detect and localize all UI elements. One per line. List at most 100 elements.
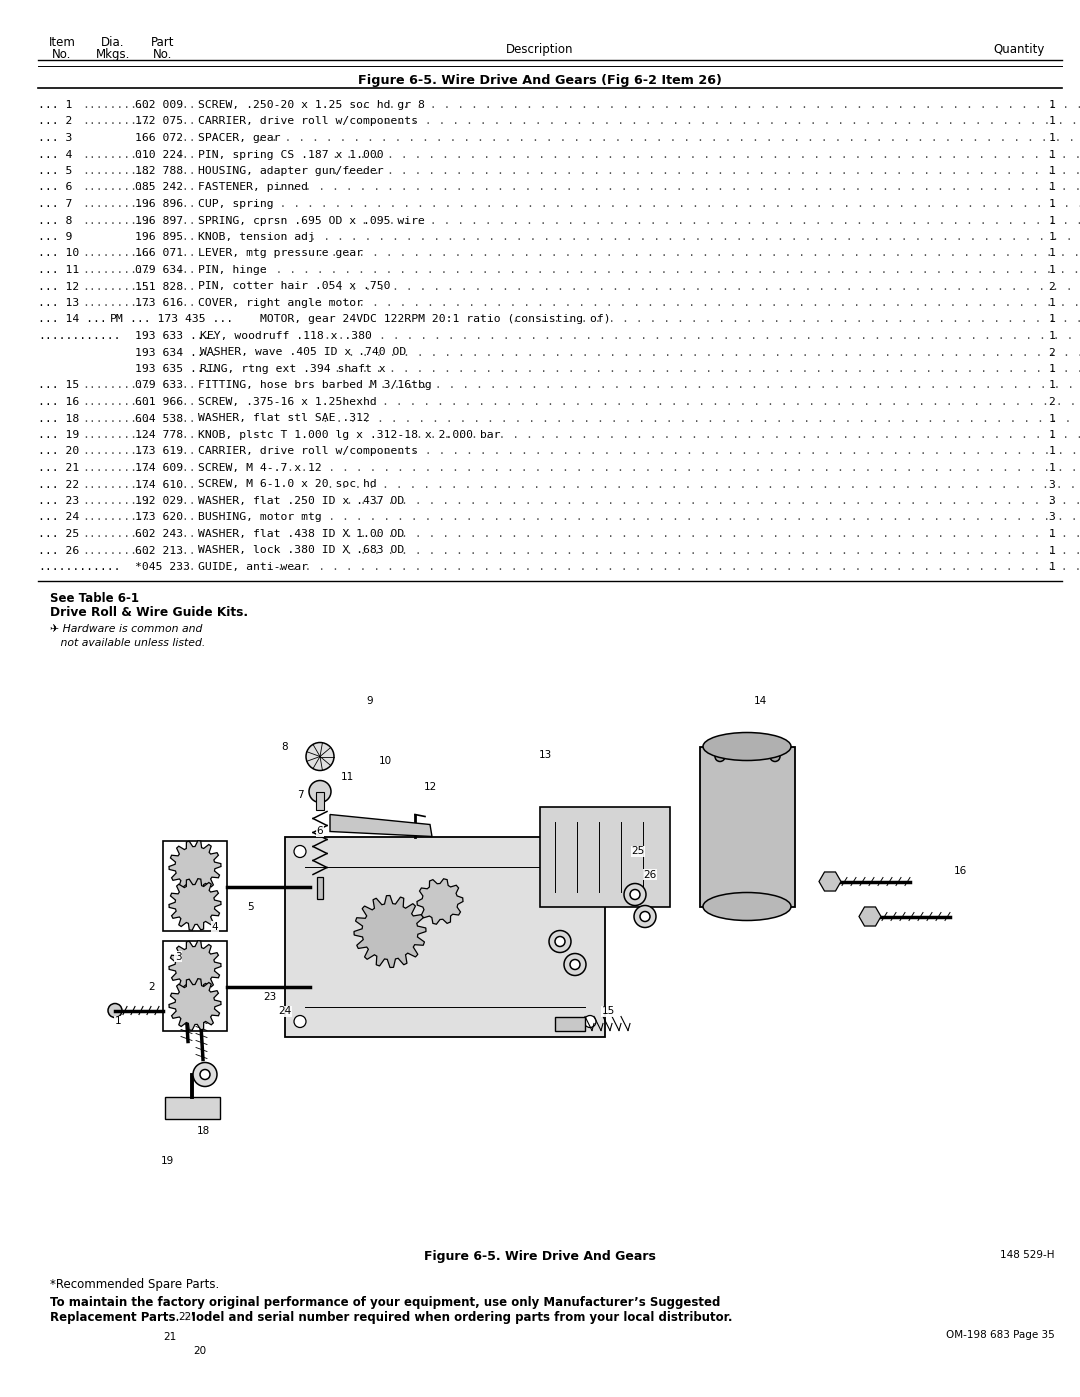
Text: ... 25: ... 25 [38,529,79,539]
Text: 6: 6 [316,827,323,837]
Text: . . . . . . . . . . . . . . . . . . . . . . . . . . . . . . . . . . . . . . . . : . . . . . . . . . . . . . . . . . . . . … [327,397,1080,407]
Text: ... 16: ... 16 [38,397,79,407]
Text: ... 26: ... 26 [38,545,79,556]
Text: PIN, cotter hair .054 x .750: PIN, cotter hair .054 x .750 [198,282,391,292]
Text: To maintain the factory original performance of your equipment, use only Manufac: To maintain the factory original perform… [50,1296,720,1309]
Text: 1: 1 [114,1017,121,1027]
Text: ...: ... [175,133,195,142]
Text: Item: Item [49,36,76,49]
Text: not available unless listed.: not available unless listed. [50,637,205,647]
Text: GUIDE, anti-wear: GUIDE, anti-wear [198,562,308,571]
Text: FITTING, hose brs barbed M 3/16tbg: FITTING, hose brs barbed M 3/16tbg [198,380,432,391]
Text: 1: 1 [1048,529,1055,539]
Text: 1: 1 [1048,198,1055,210]
Bar [318,876,323,898]
Text: . . . . . . . . . . . . . . . . . . . . . . . . . . . . . . . . . . . . . . . . : . . . . . . . . . . . . . . . . . . . . … [278,562,1080,571]
Text: 2: 2 [1048,282,1055,292]
Text: . . . . . . . . . . . . . . . . . . . . . . . . . . . . . . . . . . . . . . . . : . . . . . . . . . . . . . . . . . . . . … [287,513,1080,522]
Polygon shape [168,841,221,893]
Text: 173 616: 173 616 [135,298,184,307]
Text: . . . . . . . . . . . . . . . . . . . . . . . . . . . . . . . . . . . . . . . . : . . . . . . . . . . . . . . . . . . . . … [512,314,1080,324]
Text: 602 213: 602 213 [135,545,184,556]
Text: Quantity: Quantity [994,43,1045,56]
Text: 1: 1 [1048,314,1055,324]
Text: ... 9: ... 9 [38,232,72,242]
Bar [163,940,227,1031]
Text: . . . . . . . . . . . . . . . . . . . . . . . . . . . . . . . . . . . . . . . . : . . . . . . . . . . . . . . . . . . . . … [356,447,1080,457]
Text: 1: 1 [1048,232,1055,242]
Text: ..........: .......... [82,496,151,506]
Text: 173 619: 173 619 [135,447,184,457]
Text: ...: ... [175,496,195,506]
Text: ..........: .......... [82,397,151,407]
Text: 151 828: 151 828 [135,282,184,292]
Text: 1: 1 [1048,133,1055,142]
Text: SCREW, .250-20 x 1.25 soc hd gr 8: SCREW, .250-20 x 1.25 soc hd gr 8 [198,101,424,110]
Text: ..........: .......... [82,380,151,391]
Polygon shape [168,940,221,992]
Ellipse shape [703,893,791,921]
Circle shape [630,890,640,900]
Text: 1: 1 [1048,331,1055,341]
Text: ..........: .......... [82,215,151,225]
Text: 192 029: 192 029 [135,496,184,506]
Text: SCREW, .375-16 x 1.25hexhd: SCREW, .375-16 x 1.25hexhd [198,397,377,407]
Text: 4: 4 [212,922,218,932]
Text: 124 778: 124 778 [135,430,184,440]
Bar [700,746,795,907]
Circle shape [570,960,580,970]
Text: PM: PM [110,314,124,324]
Text: *045 233: *045 233 [135,562,190,571]
Text: 1: 1 [1048,380,1055,391]
Text: 174 609: 174 609 [135,462,184,474]
Text: 1: 1 [1048,462,1055,474]
Text: HOUSING, adapter gun/feeder: HOUSING, adapter gun/feeder [198,166,383,176]
Text: 604 538: 604 538 [135,414,184,423]
Text: KNOB, plstc T 1.000 lg x .312-18 x 2.000 bar: KNOB, plstc T 1.000 lg x .312-18 x 2.000… [198,430,500,440]
Polygon shape [819,872,841,891]
Text: 1: 1 [1048,101,1055,110]
Circle shape [340,819,350,828]
Text: ... 13: ... 13 [38,298,79,307]
Text: 1: 1 [1048,414,1055,423]
Text: . . . . . . . . . . . . . . . . . . . . . . . . . . . . . . . . . . . . . . . . : . . . . . . . . . . . . . . . . . . . . … [282,232,1080,242]
Text: 25: 25 [632,847,645,856]
Text: ............: ............ [38,331,121,341]
Text: ...: ... [175,397,195,407]
Text: 8: 8 [282,742,288,752]
Text: 2: 2 [1048,348,1055,358]
Text: 1: 1 [1048,183,1055,193]
Text: 20: 20 [193,1347,206,1356]
Text: MOTOR, gear 24VDC 122RPM 20:1 ratio (consisting of): MOTOR, gear 24VDC 122RPM 20:1 ratio (con… [260,314,610,324]
Text: 11: 11 [340,771,353,781]
Text: 166 071: 166 071 [135,249,184,258]
Text: ...: ... [175,198,195,210]
Text: SPACER, gear: SPACER, gear [198,133,281,142]
Text: ..........: .......... [82,116,151,127]
Text: 22: 22 [178,1312,191,1322]
Text: ...: ... [175,166,195,176]
Text: 2: 2 [1048,397,1055,407]
Text: Figure 6-5. Wire Drive And Gears: Figure 6-5. Wire Drive And Gears [424,1250,656,1263]
Text: SCREW, M 4-.7 x 12: SCREW, M 4-.7 x 12 [198,462,322,474]
Text: ... 21: ... 21 [38,462,79,474]
Text: ... 8: ... 8 [38,215,72,225]
Circle shape [309,781,330,802]
Text: 1: 1 [1048,149,1055,159]
Text: WASHER, flat .250 ID x .437 OD: WASHER, flat .250 ID x .437 OD [198,496,404,506]
Text: RING, rtng ext .394 shaft x: RING, rtng ext .394 shaft x [200,365,386,374]
Text: 1: 1 [1048,265,1055,275]
Text: ...: ... [175,149,195,159]
Text: Figure 6-5. Wire Drive And Gears (Fig 6-2 Item 26): Figure 6-5. Wire Drive And Gears (Fig 6-… [359,74,721,87]
Text: ...: ... [175,282,195,292]
Text: No.: No. [153,47,173,61]
Text: ✈ Hardware is common and: ✈ Hardware is common and [50,624,202,634]
Circle shape [200,1070,210,1080]
Text: 3: 3 [1048,479,1055,489]
Text: 1: 1 [1048,545,1055,556]
Text: ..........: .......... [82,447,151,457]
Circle shape [624,883,646,905]
Bar [540,806,670,907]
Text: Replacement Parts. Model and serial number required when ordering parts from you: Replacement Parts. Model and serial numb… [50,1310,732,1324]
Text: Dia.: Dia. [102,36,125,49]
